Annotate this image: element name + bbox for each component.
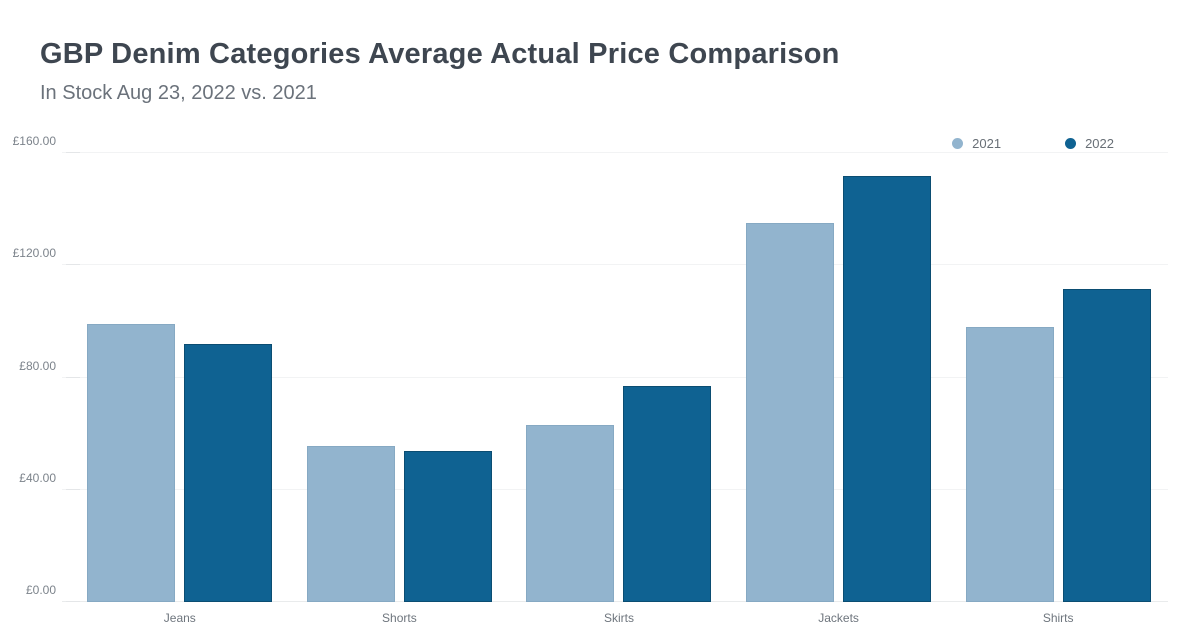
bar-group-jeans: Jeans <box>87 153 273 625</box>
y-axis-label-160: £160.00 <box>12 134 56 148</box>
y-axis-labels: £0.00 £40.00 £80.00 £120.00 £160.00 <box>0 134 56 602</box>
plot-area: Jeans Shorts Skirts Jackets Shirts <box>62 152 1168 625</box>
bar-2021-skirts[interactable] <box>526 425 615 602</box>
bar-2021-jeans[interactable] <box>87 324 176 602</box>
y-axis-label-120: £120.00 <box>12 246 56 261</box>
bar-2022-jackets[interactable] <box>843 175 932 602</box>
chart-title: GBP Denim Categories Average Actual Pric… <box>40 38 840 70</box>
bar-group-shirts: Shirts <box>965 153 1151 625</box>
bar-2021-shorts[interactable] <box>306 446 395 602</box>
legend-label: 2022 <box>1085 136 1114 151</box>
legend-dot-2021 <box>952 138 964 149</box>
bar-2022-shorts[interactable] <box>403 450 492 602</box>
legend-item-2021[interactable]: 2021 <box>952 136 1001 151</box>
bar-2021-shirts[interactable] <box>965 327 1054 602</box>
y-axis-label-80: £80.00 <box>19 358 56 373</box>
gridline-40 <box>62 488 1168 490</box>
axis-tick <box>66 601 80 602</box>
legend: 2021 2022 <box>952 136 1114 151</box>
x-axis-label-skirts: Skirts <box>603 611 634 625</box>
x-axis-label-shirts: Shirts <box>1042 611 1074 625</box>
legend-item-2022[interactable]: 2022 <box>1065 136 1114 151</box>
bar-group-shorts: Shorts <box>306 153 492 625</box>
bar-group-jackets: Jackets <box>746 153 932 625</box>
legend-dot-2022 <box>1065 138 1077 149</box>
axis-tick <box>66 488 80 490</box>
gridline-80 <box>62 376 1168 378</box>
x-axis-label-jeans: Jeans <box>163 611 196 625</box>
y-axis-label-40: £40.00 <box>19 470 56 485</box>
axis-tick <box>66 264 80 266</box>
axis-tick <box>66 152 80 153</box>
y-axis-label-0: £0.00 <box>25 583 56 597</box>
bar-group-skirts: Skirts <box>526 153 712 625</box>
bar-2022-jeans[interactable] <box>184 343 273 602</box>
bar-2022-shirts[interactable] <box>1062 289 1151 602</box>
gridline-0 <box>62 601 1168 602</box>
chart-subtitle: In Stock Aug 23, 2022 vs. 2021 <box>40 82 317 104</box>
bar-2022-skirts[interactable] <box>623 385 712 602</box>
x-axis-label-jackets: Jackets <box>818 611 859 625</box>
axis-tick <box>66 376 80 378</box>
gridline-120 <box>62 264 1168 266</box>
legend-label: 2021 <box>972 136 1002 151</box>
bar-2021-jackets[interactable] <box>746 223 835 602</box>
x-axis-label-shorts: Shorts <box>382 611 417 625</box>
bar-series: Jeans Shorts Skirts Jackets Shirts <box>62 153 1168 625</box>
gridline-160 <box>62 152 1168 153</box>
